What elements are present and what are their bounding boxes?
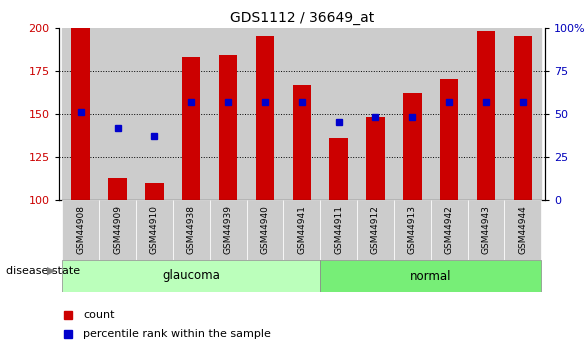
Bar (431, 28, 468, 200)
Text: GSM44941: GSM44941 (297, 205, 306, 254)
Bar (329, 138, 348, 200)
Bar (136, 28, 173, 200)
Text: count: count (83, 310, 114, 320)
Bar (284, 200, 320, 260)
Bar (173, 28, 210, 200)
Bar (357, 200, 394, 260)
Text: disease state: disease state (6, 266, 80, 276)
Bar (99, 28, 136, 200)
Bar (394, 200, 431, 260)
Bar (210, 28, 247, 200)
Bar (219, 55, 237, 200)
Text: GSM44913: GSM44913 (408, 205, 417, 254)
Bar (255, 36, 274, 200)
Bar (284, 28, 320, 200)
Bar (247, 28, 284, 200)
Bar (468, 28, 505, 200)
Bar (62, 260, 320, 292)
Bar (320, 200, 357, 260)
Text: GSM44939: GSM44939 (224, 205, 233, 254)
Bar (431, 200, 468, 260)
Bar (136, 200, 173, 260)
Bar (108, 178, 127, 200)
Bar (247, 200, 284, 260)
Text: GSM44908: GSM44908 (76, 205, 85, 254)
Bar (62, 28, 99, 200)
Text: GSM44940: GSM44940 (260, 205, 270, 254)
Bar (182, 57, 200, 200)
Text: GSM44911: GSM44911 (334, 205, 343, 254)
Bar (145, 183, 163, 200)
Bar (99, 200, 136, 260)
Text: GSM44943: GSM44943 (482, 205, 490, 254)
Text: percentile rank within the sample: percentile rank within the sample (83, 329, 271, 339)
Bar (505, 28, 541, 200)
Bar (394, 28, 431, 200)
Bar (403, 93, 421, 200)
Text: normal: normal (410, 269, 451, 283)
Bar (62, 200, 99, 260)
Text: GSM44944: GSM44944 (519, 205, 527, 254)
Bar (505, 200, 541, 260)
Bar (173, 200, 210, 260)
Text: GSM44938: GSM44938 (187, 205, 196, 254)
Text: GSM44912: GSM44912 (371, 205, 380, 254)
Bar (71, 28, 90, 200)
Text: ▶: ▶ (47, 266, 56, 276)
Title: GDS1112 / 36649_at: GDS1112 / 36649_at (230, 11, 374, 25)
Text: GSM44910: GSM44910 (150, 205, 159, 254)
Bar (477, 31, 495, 200)
Bar (366, 117, 384, 200)
Bar (320, 28, 357, 200)
Bar (440, 79, 458, 200)
Bar (210, 200, 247, 260)
Text: GSM44909: GSM44909 (113, 205, 122, 254)
Bar (468, 200, 505, 260)
Text: GSM44942: GSM44942 (445, 205, 454, 254)
Bar (514, 36, 532, 200)
Bar (320, 260, 541, 292)
Text: glaucoma: glaucoma (162, 269, 220, 283)
Bar (292, 85, 311, 200)
Bar (357, 28, 394, 200)
